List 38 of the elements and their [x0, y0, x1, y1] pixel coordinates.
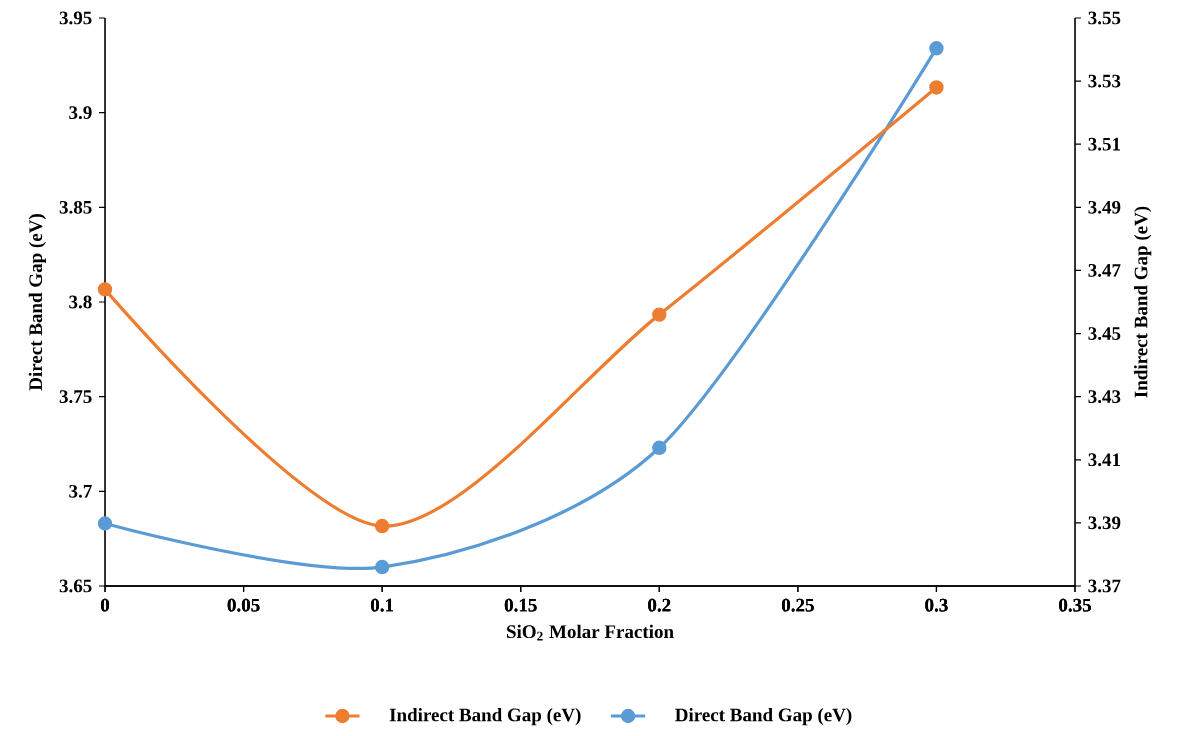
x-tick-label: 0.25 [781, 598, 814, 612]
point [652, 440, 667, 455]
point [97, 516, 113, 531]
point [652, 307, 667, 322]
y2-tick-label: 3.39 [1088, 516, 1121, 530]
x-tick-label: 0 [100, 598, 110, 612]
y2-tick-label: 3.45 [1088, 327, 1121, 340]
x-tick-label: 0.35 [1059, 598, 1091, 612]
x-tick-label: 0.15 [504, 598, 537, 612]
y2-tick-label: 3.51 [1088, 137, 1121, 151]
x-tick-label: 0.3 [925, 598, 948, 612]
point [929, 80, 944, 95]
y2-tick-label: 3.55 [1088, 11, 1121, 25]
point [374, 559, 390, 575]
x-axis-title: SiO$_{2}$ Molar Fraction [506, 624, 674, 641]
legend-label: Indirect Band Gap (eV) [389, 708, 581, 726]
y2-axis-title: Indirect Band Gap (eV) [1134, 206, 1152, 398]
y2-tick-label: 3.41 [1088, 453, 1121, 467]
y-axis-title: Direct Band Gap (eV) [28, 214, 46, 391]
legend-label: Direct Band Gap (eV) [675, 708, 852, 726]
y2-tick-label: 3.37 [1088, 579, 1121, 593]
y-tick-label: 3.75 [59, 390, 92, 404]
x-tick-label: 0.05 [227, 598, 260, 612]
y2-tick-label: 3.49 [1088, 200, 1121, 214]
x-tick-label: 0.2 [648, 598, 671, 612]
y2-tick-label: 3.47 [1088, 264, 1121, 277]
y2-tick-label: 3.43 [1088, 390, 1121, 404]
y-tick-label: 3.95 [59, 11, 92, 25]
y-tick-label: 3.8 [69, 295, 92, 309]
y2-tick-label: 3.53 [1088, 74, 1121, 88]
point [374, 518, 390, 534]
point [929, 41, 944, 56]
y-tick-label: 3.9 [69, 106, 92, 120]
y-tick-label: 3.7 [69, 484, 92, 498]
y-tick-label: 3.65 [59, 579, 92, 593]
x-tick-label: 0.1 [371, 598, 394, 612]
y-tick-label: 3.85 [59, 200, 92, 214]
point [97, 282, 113, 297]
